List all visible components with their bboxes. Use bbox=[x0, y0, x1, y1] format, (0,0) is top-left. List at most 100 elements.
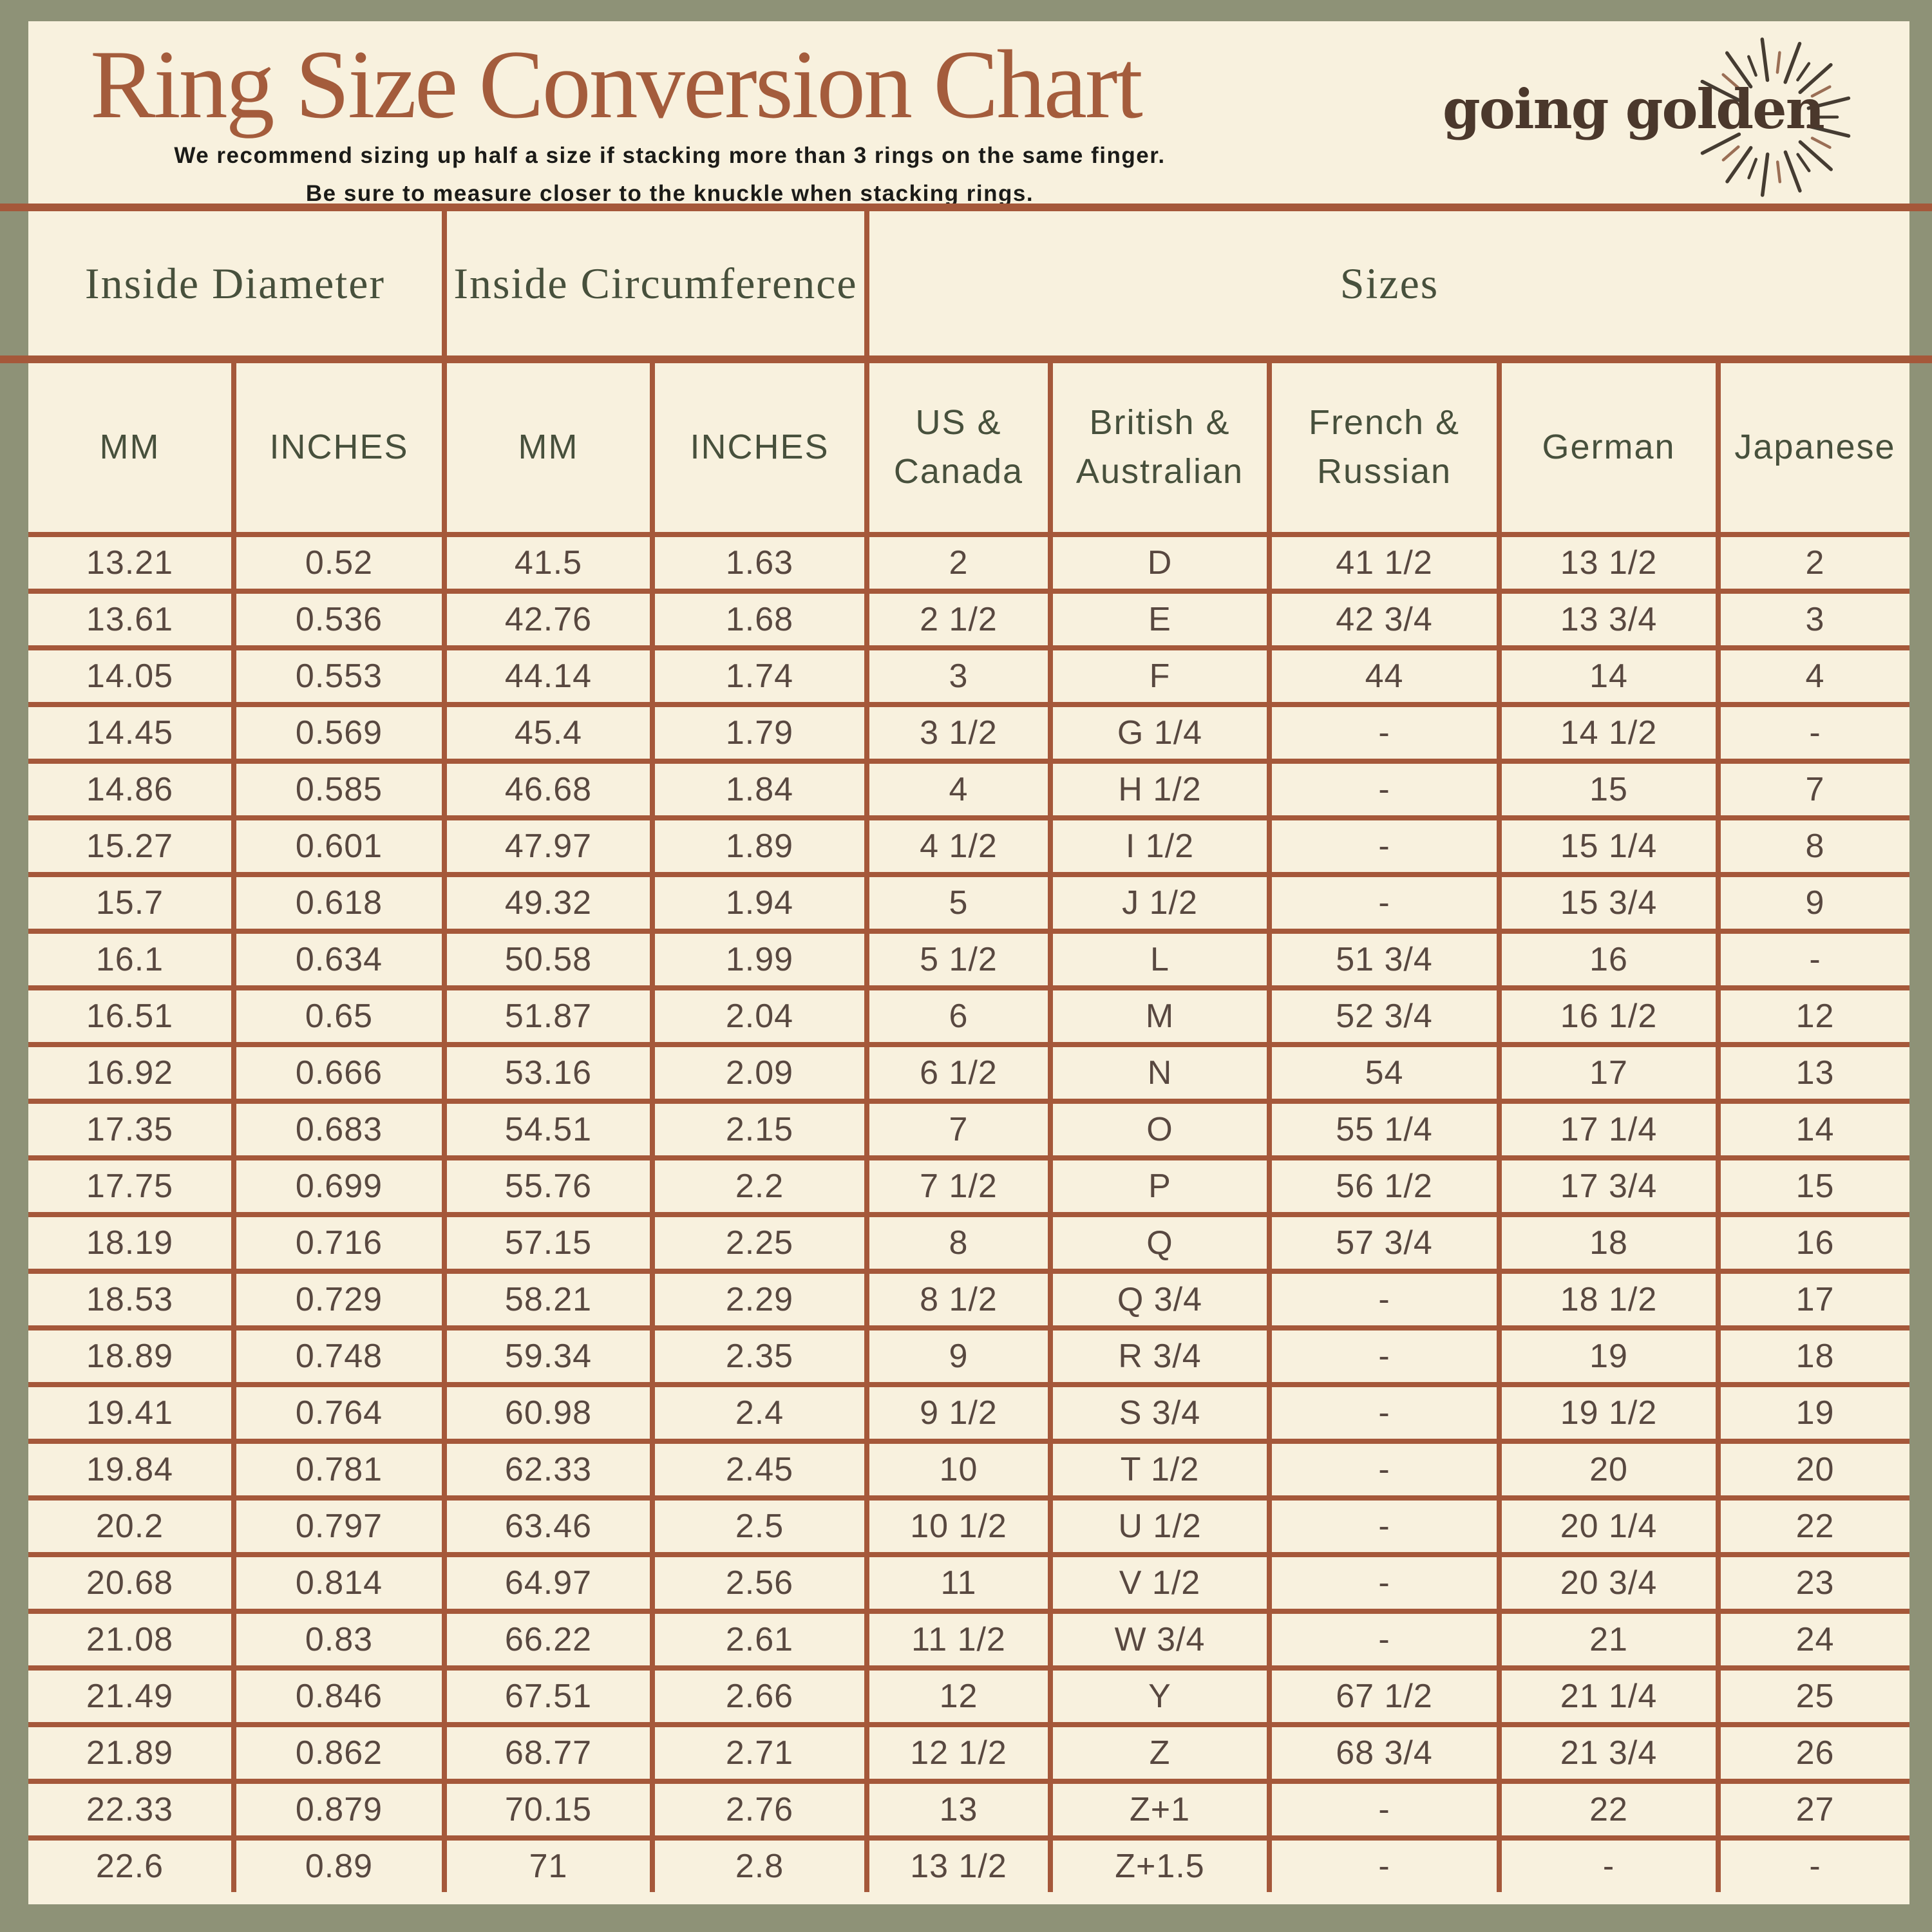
table-cell-r18-c7: - bbox=[1272, 1501, 1497, 1552]
table-cell-r3-c8: 14 bbox=[1502, 650, 1716, 702]
table-cell-r5-c4: 1.84 bbox=[655, 764, 864, 815]
table-cell-r20-c2: 0.83 bbox=[236, 1614, 442, 1665]
table-cell-r21-c2: 0.846 bbox=[236, 1671, 442, 1722]
table-cell-r11-c9: 14 bbox=[1721, 1104, 1909, 1155]
table-cell-r12-c1: 17.75 bbox=[28, 1160, 231, 1212]
table-cell-r5-c8: 15 bbox=[1502, 764, 1716, 815]
table-cell-r22-c2: 0.862 bbox=[236, 1727, 442, 1779]
table-cell-r20-c5: 11 1/2 bbox=[869, 1614, 1048, 1665]
table-cell-r7-c2: 0.618 bbox=[236, 877, 442, 929]
table-cell-r16-c3: 60.98 bbox=[447, 1387, 650, 1439]
table-cell-r1-c1: 13.21 bbox=[28, 537, 231, 589]
table-cell-r2-c7: 42 3/4 bbox=[1272, 594, 1497, 645]
table-cell-r19-c5: 11 bbox=[869, 1557, 1048, 1609]
table-cell-r14-c3: 58.21 bbox=[447, 1274, 650, 1325]
table-cell-r17-c5: 10 bbox=[869, 1444, 1048, 1495]
table-cell-r2-c3: 42.76 bbox=[447, 594, 650, 645]
table-cell-r1-c2: 0.52 bbox=[236, 537, 442, 589]
table-cell-r15-c3: 59.34 bbox=[447, 1331, 650, 1382]
col-header-french-russian: French & Russian bbox=[1272, 363, 1497, 532]
table-cell-r24-c2: 0.89 bbox=[236, 1841, 442, 1892]
table-cell-r10-c9: 13 bbox=[1721, 1047, 1909, 1099]
table-cell-r4-c9: - bbox=[1721, 707, 1909, 759]
table-cell-r9-c4: 2.04 bbox=[655, 990, 864, 1042]
table-cell-r8-c6: L bbox=[1053, 934, 1267, 985]
table-cell-r23-c6: Z+1 bbox=[1053, 1784, 1267, 1835]
table-cell-r19-c9: 23 bbox=[1721, 1557, 1909, 1609]
table-cell-r3-c6: F bbox=[1053, 650, 1267, 702]
table-cell-r1-c7: 41 1/2 bbox=[1272, 537, 1497, 589]
table-cell-r6-c4: 1.89 bbox=[655, 820, 864, 872]
table-cell-r4-c3: 45.4 bbox=[447, 707, 650, 759]
table-cell-r6-c8: 15 1/4 bbox=[1502, 820, 1716, 872]
table-cell-r6-c9: 8 bbox=[1721, 820, 1909, 872]
table-cell-r9-c5: 6 bbox=[869, 990, 1048, 1042]
table-cell-r12-c6: P bbox=[1053, 1160, 1267, 1212]
table-cell-r20-c4: 2.61 bbox=[655, 1614, 864, 1665]
col-header-circumference-inches: INCHES bbox=[655, 363, 864, 532]
table-cell-r13-c8: 18 bbox=[1502, 1217, 1716, 1269]
table-cell-r10-c8: 17 bbox=[1502, 1047, 1716, 1099]
divider-section bbox=[0, 355, 1932, 363]
table-cell-r6-c1: 15.27 bbox=[28, 820, 231, 872]
table-cell-r14-c6: Q 3/4 bbox=[1053, 1274, 1267, 1325]
table-cell-r10-c6: N bbox=[1053, 1047, 1267, 1099]
table-cell-r3-c4: 1.74 bbox=[655, 650, 864, 702]
table-cell-r8-c9: - bbox=[1721, 934, 1909, 985]
table-cell-r8-c4: 1.99 bbox=[655, 934, 864, 985]
table-cell-r5-c1: 14.86 bbox=[28, 764, 231, 815]
table-cell-r11-c4: 2.15 bbox=[655, 1104, 864, 1155]
table-cell-r13-c1: 18.19 bbox=[28, 1217, 231, 1269]
table-cell-r23-c8: 22 bbox=[1502, 1784, 1716, 1835]
table-cell-r3-c9: 4 bbox=[1721, 650, 1909, 702]
subtitle: We recommend sizing up half a size if st… bbox=[45, 143, 1294, 207]
table-cell-r9-c3: 51.87 bbox=[447, 990, 650, 1042]
table-cell-r4-c5: 3 1/2 bbox=[869, 707, 1048, 759]
table-cell-r12-c7: 56 1/2 bbox=[1272, 1160, 1497, 1212]
table-cell-r7-c5: 5 bbox=[869, 877, 1048, 929]
table-cell-r2-c5: 2 1/2 bbox=[869, 594, 1048, 645]
logo-text: going golden bbox=[1443, 77, 1825, 141]
sunburst-icon bbox=[1700, 37, 1851, 197]
table-cell-r12-c4: 2.2 bbox=[655, 1160, 864, 1212]
table-cell-r16-c1: 19.41 bbox=[28, 1387, 231, 1439]
table-cell-r3-c5: 3 bbox=[869, 650, 1048, 702]
table-cell-r21-c5: 12 bbox=[869, 1671, 1048, 1722]
table-cell-r23-c5: 13 bbox=[869, 1784, 1048, 1835]
table-cell-r11-c8: 17 1/4 bbox=[1502, 1104, 1716, 1155]
table-cell-r2-c1: 13.61 bbox=[28, 594, 231, 645]
table-cell-r5-c6: H 1/2 bbox=[1053, 764, 1267, 815]
table-cell-r21-c1: 21.49 bbox=[28, 1671, 231, 1722]
table-cell-r20-c8: 21 bbox=[1502, 1614, 1716, 1665]
table-cell-r18-c9: 22 bbox=[1721, 1501, 1909, 1552]
table-cell-r4-c1: 14.45 bbox=[28, 707, 231, 759]
table-cell-r11-c3: 54.51 bbox=[447, 1104, 650, 1155]
col-header-us-canada: US & Canada bbox=[869, 363, 1048, 532]
table-cell-r7-c7: - bbox=[1272, 877, 1497, 929]
table-cell-r18-c6: U 1/2 bbox=[1053, 1501, 1267, 1552]
table-cell-r8-c8: 16 bbox=[1502, 934, 1716, 985]
table-cell-r9-c2: 0.65 bbox=[236, 990, 442, 1042]
table-cell-r17-c6: T 1/2 bbox=[1053, 1444, 1267, 1495]
table-cell-r23-c2: 0.879 bbox=[236, 1784, 442, 1835]
table-cell-r21-c4: 2.66 bbox=[655, 1671, 864, 1722]
table-cell-r23-c1: 22.33 bbox=[28, 1784, 231, 1835]
table-cell-r18-c8: 20 1/4 bbox=[1502, 1501, 1716, 1552]
table-cell-r3-c2: 0.553 bbox=[236, 650, 442, 702]
table-cell-r14-c2: 0.729 bbox=[236, 1274, 442, 1325]
table-cell-r18-c4: 2.5 bbox=[655, 1501, 864, 1552]
table-cell-r18-c3: 63.46 bbox=[447, 1501, 650, 1552]
table-cell-r14-c5: 8 1/2 bbox=[869, 1274, 1048, 1325]
table-cell-r3-c7: 44 bbox=[1272, 650, 1497, 702]
table-cell-r16-c2: 0.764 bbox=[236, 1387, 442, 1439]
table-cell-r11-c7: 55 1/4 bbox=[1272, 1104, 1497, 1155]
table-cell-r4-c7: - bbox=[1272, 707, 1497, 759]
table-cell-r15-c5: 9 bbox=[869, 1331, 1048, 1382]
table-cell-r23-c7: - bbox=[1272, 1784, 1497, 1835]
table-cell-r14-c4: 2.29 bbox=[655, 1274, 864, 1325]
table-cell-r24-c7: - bbox=[1272, 1841, 1497, 1892]
table-cell-r8-c5: 5 1/2 bbox=[869, 934, 1048, 985]
table-cell-r4-c6: G 1/4 bbox=[1053, 707, 1267, 759]
table-cell-r19-c2: 0.814 bbox=[236, 1557, 442, 1609]
table-cell-r5-c7: - bbox=[1272, 764, 1497, 815]
